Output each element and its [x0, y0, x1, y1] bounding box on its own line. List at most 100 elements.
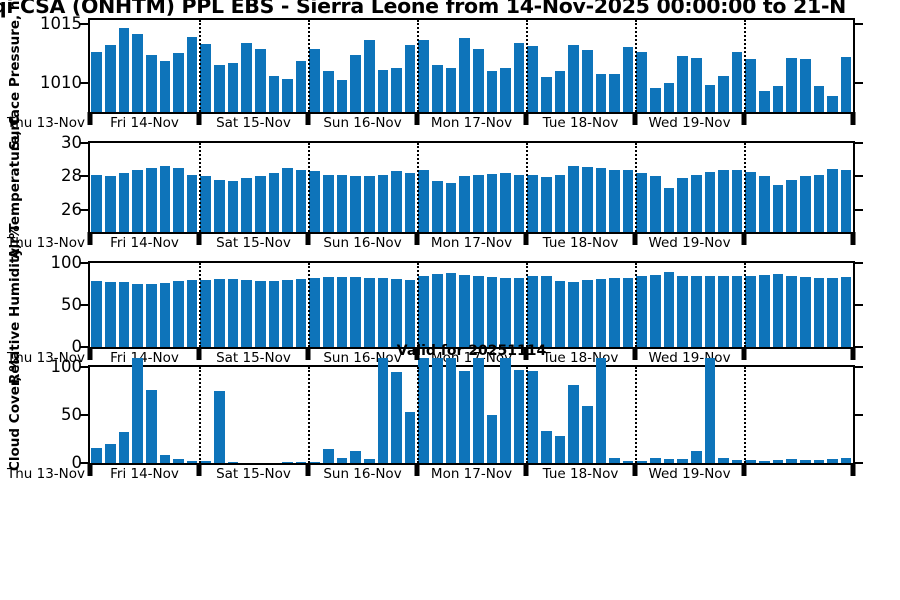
- y-axis-label: Surface Pressure, hPa: [7, 0, 23, 151]
- day-gridline: [199, 367, 201, 463]
- relative-humidity-bar: [91, 281, 103, 347]
- relative-humidity-bar: [609, 278, 620, 347]
- y-tick-mark: [855, 22, 863, 25]
- air-temperature-bar: [581, 167, 593, 232]
- day-tick: [850, 232, 856, 245]
- air-temperature-bar: [745, 172, 757, 232]
- day-tick: [523, 347, 529, 360]
- surface-pressure-bar: [391, 67, 402, 112]
- relative-humidity-subplot: 0 50 100 Fri 14-Nov Sat 15-Nov Sun 16-Nov Mon …: [7, 226, 863, 384]
- air-temperature-bar: [472, 174, 484, 232]
- air-temperature-bar: [254, 176, 266, 232]
- day-tick: [850, 112, 856, 125]
- relative-humidity-bar: [118, 282, 130, 347]
- relative-humidity-bar: [350, 277, 361, 347]
- cloud-cover-bar: [336, 458, 348, 463]
- cloud-cover-bar: [663, 459, 675, 463]
- y-tick-mark: [80, 175, 88, 178]
- surface-pressure-bar: [118, 28, 130, 112]
- cloud-cover-bar: [813, 460, 825, 463]
- surface-pressure-bar: [227, 63, 239, 112]
- surface-pressure-bar: [677, 55, 688, 112]
- y-tick-mark: [855, 304, 863, 306]
- y-tick-label: 28: [61, 166, 82, 186]
- day-label: Mon 17-Nov: [430, 466, 513, 482]
- cloud-cover-bar: [527, 370, 539, 463]
- day-tick: [414, 112, 420, 125]
- air-temperature-bar: [650, 176, 661, 232]
- relative-humidity-bar: [813, 278, 825, 347]
- day-tick: [305, 347, 311, 360]
- air-temperature-bar: [786, 180, 797, 232]
- cloud-cover-subplot: 0 50 100 Fri 14-Nov Sat 15-Nov Sun 16-Nov Mon …: [7, 358, 863, 482]
- cloud-cover-bar: [159, 455, 171, 463]
- air-temperature-bar: [622, 170, 634, 232]
- air-temperature-bar: [295, 169, 307, 232]
- relative-humidity-bar: [554, 280, 566, 347]
- cloud-cover-bar: [377, 358, 389, 463]
- surface-pressure-bar: [827, 96, 838, 112]
- cloud-cover-bar: [690, 450, 702, 463]
- surface-pressure-bar: [282, 78, 293, 112]
- day-label-previous: Thu 13-Nov: [6, 466, 85, 482]
- air-temperature-bar: [772, 184, 784, 232]
- y-tick-label: 100: [50, 356, 83, 376]
- day-label: Tue 18-Nov: [542, 235, 619, 251]
- relative-humidity-bar: [186, 279, 198, 347]
- day-tick: [741, 463, 747, 476]
- cloud-cover-bar: [581, 406, 593, 463]
- bars-layer: [90, 263, 853, 347]
- figure-title: qi CSA (ONHTM) PPL EBS - Sierra Leone fr…: [0, 0, 847, 18]
- day-tick: [196, 112, 202, 125]
- surface-pressure-bar: [568, 45, 579, 112]
- cloud-cover-bar: [622, 461, 634, 463]
- day-tick: [196, 232, 202, 245]
- surface-pressure-bar: [350, 54, 361, 112]
- surface-pressure-bar: [786, 58, 797, 112]
- surface-pressure-bar: [541, 77, 552, 112]
- surface-pressure-bar: [731, 52, 743, 112]
- relative-humidity-bar: [323, 277, 334, 347]
- y-axis-label: Cloud Cover, %: [7, 358, 23, 472]
- air-temperature-bar: [445, 182, 457, 232]
- cloud-cover-bar: [227, 462, 239, 463]
- day-gridline: [526, 143, 528, 232]
- cloud-cover-bar: [799, 460, 811, 463]
- relative-humidity-bar: [840, 277, 852, 347]
- relative-humidity-bar: [254, 280, 266, 347]
- surface-pressure-bar: [132, 34, 143, 112]
- relative-humidity-bar: [445, 273, 457, 347]
- surface-pressure-bar: [663, 83, 675, 112]
- day-gridline: [417, 263, 419, 347]
- y-tick-mark: [855, 462, 863, 464]
- day-label: Fri 14-Nov: [110, 115, 179, 131]
- relative-humidity-bar: [282, 279, 293, 347]
- day-tick: [305, 112, 311, 125]
- y-tick-label: 26: [61, 199, 82, 219]
- day-label-previous: Thu 13-Nov: [6, 115, 85, 131]
- y-tick-mark: [855, 208, 863, 211]
- relative-humidity-bar: [827, 278, 838, 347]
- surface-pressure-bar: [554, 71, 566, 112]
- air-temperature-bar: [718, 169, 729, 232]
- day-label: Fri 14-Nov: [110, 235, 179, 251]
- day-tick: [523, 112, 529, 125]
- relative-humidity-bar: [636, 276, 648, 347]
- day-tick: [632, 347, 638, 360]
- day-tick: [741, 112, 747, 125]
- air-temperature-bar: [827, 168, 838, 232]
- air-temperature-bar: [309, 171, 321, 232]
- relative-humidity-bar: [295, 278, 307, 347]
- air-temperature-bar: [241, 177, 252, 232]
- day-gridline: [308, 20, 310, 112]
- relative-humidity-bar: [363, 278, 375, 347]
- surface-pressure-bar: [159, 60, 171, 112]
- surface-pressure-bar: [718, 76, 729, 112]
- surface-pressure-bar: [145, 54, 157, 112]
- cloud-cover-bar: [186, 461, 198, 463]
- air-temperature-bar: [432, 181, 443, 232]
- day-label: Wed 19-Nov: [648, 235, 731, 251]
- y-tick-label: 100: [50, 252, 83, 272]
- relative-humidity-bar: [309, 278, 321, 347]
- y-tick-label: 0: [71, 452, 83, 472]
